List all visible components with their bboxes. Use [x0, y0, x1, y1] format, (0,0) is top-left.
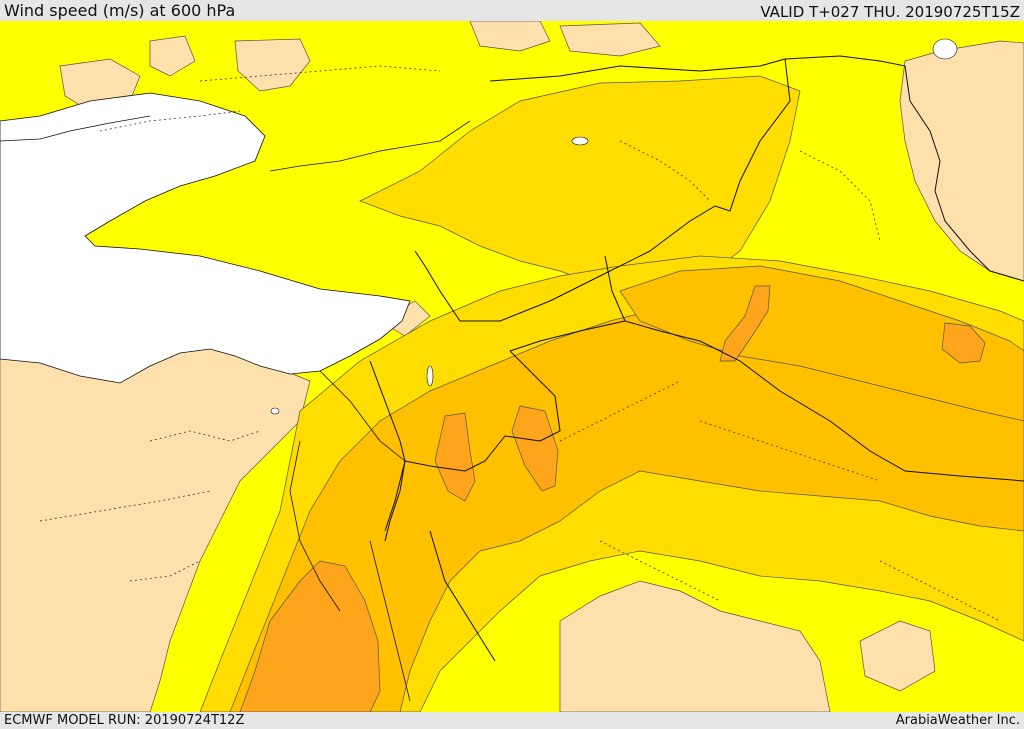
country-borders	[369, 55, 1024, 662]
calm-zone-se	[559, 580, 831, 712]
footer-bar	[0, 712, 1024, 729]
wind-speed-map	[0, 21, 1024, 712]
map-title: Wind speed (m/s) at 600 hPa	[4, 1, 236, 20]
strong-wind-iran	[941, 322, 986, 364]
lake-assad	[571, 136, 589, 146]
calm-zone-turkey-4	[559, 22, 661, 57]
dead-sea	[426, 365, 434, 387]
moderate-wind-north	[359, 75, 801, 292]
valid-time-label: VALID T+027 THU. 20190725T15Z	[760, 3, 1020, 21]
lake-qarun	[270, 407, 280, 415]
strong-wind-jordan	[434, 412, 476, 502]
sea-mask	[0, 92, 411, 384]
coastlines	[0, 115, 471, 702]
lake-tuz	[932, 38, 958, 60]
calm-zone-ne	[899, 40, 1024, 282]
header-bar	[0, 0, 1024, 21]
model-run-label: ECMWF MODEL RUN: 20190724T12Z	[4, 713, 245, 728]
calm-zone-arabia	[859, 620, 936, 692]
credit-label: ArabiaWeather Inc.	[895, 713, 1020, 728]
calm-zone-turkey-3	[469, 21, 551, 52]
province-boundaries	[39, 65, 1001, 622]
calm-zone-turkey-1	[234, 38, 311, 92]
strong-wind-iraq-2	[719, 285, 771, 362]
calm-zone-nw-1	[149, 35, 196, 77]
